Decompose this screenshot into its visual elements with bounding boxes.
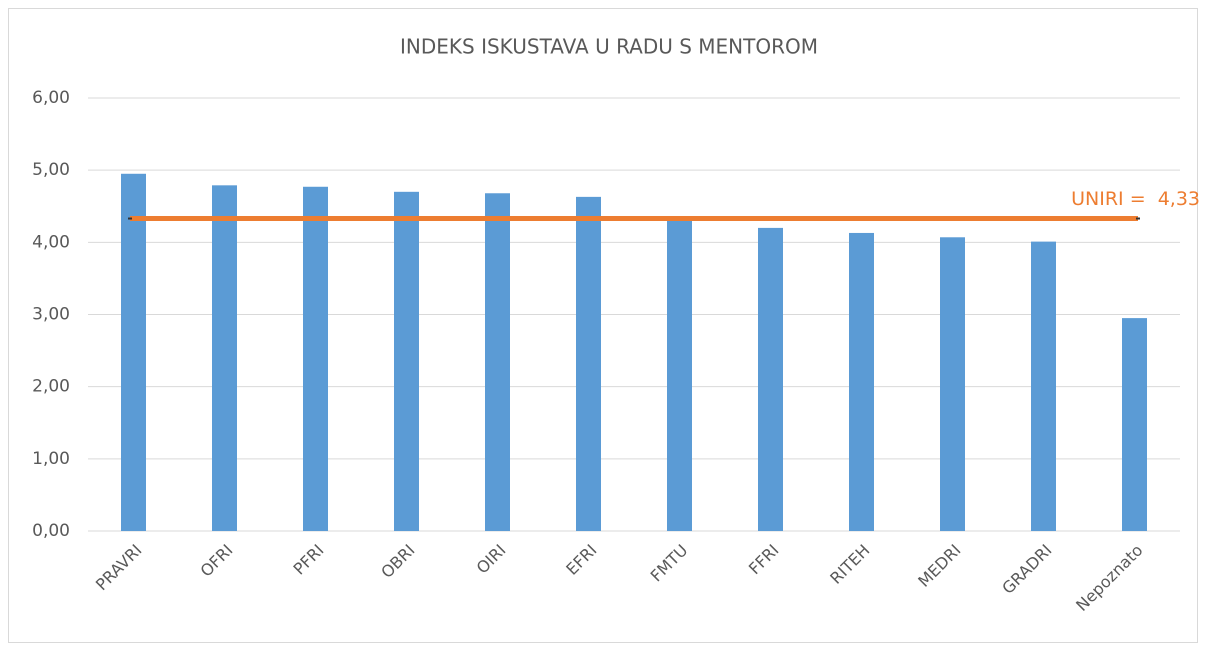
y-tick-label: 6,00 — [32, 88, 70, 108]
bar — [849, 232, 874, 531]
bar — [1122, 318, 1147, 531]
bar — [303, 186, 328, 531]
bar — [394, 191, 419, 532]
bar — [576, 196, 601, 531]
y-tick-label: 2,00 — [32, 377, 70, 397]
chart-title: INDEKS ISKUSTAVA U RADU S MENTOROM — [400, 35, 818, 59]
chart-border — [8, 8, 1198, 643]
bar — [758, 227, 783, 531]
bar — [121, 173, 146, 531]
reference-label: UNIRI = 4,33 — [1071, 188, 1200, 210]
bar — [485, 193, 510, 531]
y-tick-label: 3,00 — [32, 305, 70, 325]
bar — [940, 237, 965, 531]
y-tick-label: 4,00 — [32, 232, 70, 252]
bar — [1031, 241, 1056, 531]
bar — [667, 217, 692, 531]
bar — [212, 185, 237, 532]
y-tick-label: 0,00 — [32, 521, 70, 541]
y-tick-label: 5,00 — [32, 160, 70, 180]
y-tick-label: 1,00 — [32, 449, 70, 469]
